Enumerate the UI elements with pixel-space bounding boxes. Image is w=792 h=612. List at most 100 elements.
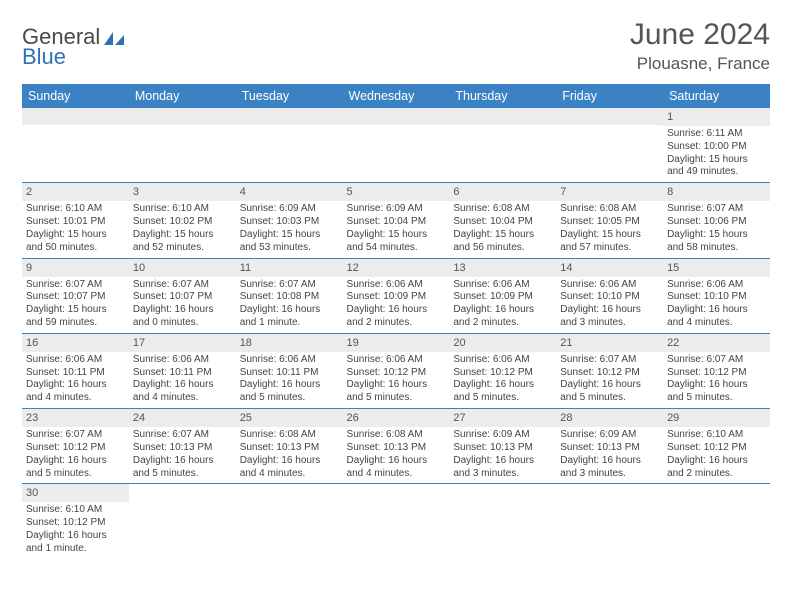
day-number: 13 bbox=[449, 259, 556, 277]
month-title: June 2024 bbox=[630, 18, 770, 52]
day-details: Sunrise: 6:10 AMSunset: 10:01 PMDaylight… bbox=[22, 201, 129, 257]
weekday-header: Monday bbox=[129, 84, 236, 108]
sunrise-line: Sunrise: 6:07 AM bbox=[133, 429, 232, 442]
sunrise-line: Sunrise: 6:06 AM bbox=[453, 279, 552, 292]
day-number: 25 bbox=[236, 409, 343, 427]
sunrise-line: Sunrise: 6:06 AM bbox=[453, 354, 552, 367]
sunset-line: Sunset: 10:12 PM bbox=[26, 442, 125, 455]
day-cell bbox=[343, 108, 450, 183]
day-cell: 19Sunrise: 6:06 AMSunset: 10:12 PMDaylig… bbox=[343, 333, 450, 408]
day-details: Sunrise: 6:11 AMSunset: 10:00 PMDaylight… bbox=[663, 126, 770, 182]
daylight-line: Daylight: 15 hours and 57 minutes. bbox=[560, 229, 659, 255]
day-number: 18 bbox=[236, 334, 343, 352]
calendar-row: 23Sunrise: 6:07 AMSunset: 10:12 PMDaylig… bbox=[22, 409, 770, 484]
day-details: Sunrise: 6:06 AMSunset: 10:09 PMDaylight… bbox=[449, 277, 556, 333]
day-number: 6 bbox=[449, 183, 556, 201]
daylight-line: Daylight: 16 hours and 5 minutes. bbox=[133, 455, 232, 481]
weekday-header-row: Sunday Monday Tuesday Wednesday Thursday… bbox=[22, 84, 770, 108]
day-details: Sunrise: 6:07 AMSunset: 10:07 PMDaylight… bbox=[22, 277, 129, 333]
day-details: Sunrise: 6:06 AMSunset: 10:12 PMDaylight… bbox=[449, 352, 556, 408]
day-number: 9 bbox=[22, 259, 129, 277]
weekday-header: Saturday bbox=[663, 84, 770, 108]
day-details: Sunrise: 6:06 AMSunset: 10:11 PMDaylight… bbox=[236, 352, 343, 408]
day-number: 7 bbox=[556, 183, 663, 201]
day-cell: 2Sunrise: 6:10 AMSunset: 10:01 PMDayligh… bbox=[22, 183, 129, 258]
daylight-line: Daylight: 16 hours and 5 minutes. bbox=[347, 379, 446, 405]
day-cell: 1Sunrise: 6:11 AMSunset: 10:00 PMDayligh… bbox=[663, 108, 770, 183]
sunrise-line: Sunrise: 6:10 AM bbox=[133, 203, 232, 216]
sunset-line: Sunset: 10:13 PM bbox=[560, 442, 659, 455]
day-cell bbox=[556, 484, 663, 559]
sunrise-line: Sunrise: 6:08 AM bbox=[240, 429, 339, 442]
weekday-header: Friday bbox=[556, 84, 663, 108]
day-cell: 17Sunrise: 6:06 AMSunset: 10:11 PMDaylig… bbox=[129, 333, 236, 408]
sunset-line: Sunset: 10:12 PM bbox=[347, 367, 446, 380]
day-number: 26 bbox=[343, 409, 450, 427]
day-number: 23 bbox=[22, 409, 129, 427]
sunset-line: Sunset: 10:13 PM bbox=[453, 442, 552, 455]
day-details: Sunrise: 6:10 AMSunset: 10:12 PMDaylight… bbox=[663, 427, 770, 483]
daylight-line: Daylight: 16 hours and 4 minutes. bbox=[347, 455, 446, 481]
sunset-line: Sunset: 10:13 PM bbox=[240, 442, 339, 455]
day-details: Sunrise: 6:07 AMSunset: 10:06 PMDaylight… bbox=[663, 201, 770, 257]
daylight-line: Daylight: 16 hours and 0 minutes. bbox=[133, 304, 232, 330]
sunset-line: Sunset: 10:06 PM bbox=[667, 216, 766, 229]
location-label: Plouasne, France bbox=[630, 54, 770, 74]
day-cell: 25Sunrise: 6:08 AMSunset: 10:13 PMDaylig… bbox=[236, 409, 343, 484]
sunset-line: Sunset: 10:12 PM bbox=[560, 367, 659, 380]
sunrise-line: Sunrise: 6:07 AM bbox=[667, 354, 766, 367]
sunset-line: Sunset: 10:09 PM bbox=[453, 291, 552, 304]
daylight-line: Daylight: 16 hours and 5 minutes. bbox=[26, 455, 125, 481]
weekday-header: Sunday bbox=[22, 84, 129, 108]
day-details: Sunrise: 6:10 AMSunset: 10:12 PMDaylight… bbox=[22, 502, 129, 558]
sunrise-line: Sunrise: 6:07 AM bbox=[133, 279, 232, 292]
sunrise-line: Sunrise: 6:06 AM bbox=[26, 354, 125, 367]
day-cell: 27Sunrise: 6:09 AMSunset: 10:13 PMDaylig… bbox=[449, 409, 556, 484]
day-details: Sunrise: 6:06 AMSunset: 10:10 PMDaylight… bbox=[556, 277, 663, 333]
daylight-line: Daylight: 16 hours and 2 minutes. bbox=[347, 304, 446, 330]
day-cell: 22Sunrise: 6:07 AMSunset: 10:12 PMDaylig… bbox=[663, 333, 770, 408]
day-number: 16 bbox=[22, 334, 129, 352]
day-details: Sunrise: 6:09 AMSunset: 10:03 PMDaylight… bbox=[236, 201, 343, 257]
day-number: 4 bbox=[236, 183, 343, 201]
sail-icon bbox=[102, 28, 126, 46]
daylight-line: Daylight: 16 hours and 3 minutes. bbox=[560, 455, 659, 481]
day-number: 19 bbox=[343, 334, 450, 352]
daylight-line: Daylight: 16 hours and 2 minutes. bbox=[453, 304, 552, 330]
day-details: Sunrise: 6:06 AMSunset: 10:12 PMDaylight… bbox=[343, 352, 450, 408]
daylight-line: Daylight: 16 hours and 1 minute. bbox=[26, 530, 125, 556]
day-cell: 24Sunrise: 6:07 AMSunset: 10:13 PMDaylig… bbox=[129, 409, 236, 484]
daylight-line: Daylight: 16 hours and 3 minutes. bbox=[453, 455, 552, 481]
day-details: Sunrise: 6:06 AMSunset: 10:09 PMDaylight… bbox=[343, 277, 450, 333]
logo-text-blue: Blue bbox=[22, 44, 66, 70]
day-cell bbox=[343, 484, 450, 559]
day-cell bbox=[129, 108, 236, 183]
empty-day-bar bbox=[556, 108, 663, 125]
day-details: Sunrise: 6:09 AMSunset: 10:04 PMDaylight… bbox=[343, 201, 450, 257]
day-details: Sunrise: 6:06 AMSunset: 10:11 PMDaylight… bbox=[129, 352, 236, 408]
day-number: 27 bbox=[449, 409, 556, 427]
day-number: 10 bbox=[129, 259, 236, 277]
daylight-line: Daylight: 15 hours and 56 minutes. bbox=[453, 229, 552, 255]
empty-day-bar bbox=[22, 108, 129, 125]
calendar-grid: Sunday Monday Tuesday Wednesday Thursday… bbox=[22, 84, 770, 559]
sunrise-line: Sunrise: 6:09 AM bbox=[560, 429, 659, 442]
day-cell: 14Sunrise: 6:06 AMSunset: 10:10 PMDaylig… bbox=[556, 258, 663, 333]
sunset-line: Sunset: 10:07 PM bbox=[133, 291, 232, 304]
day-number: 17 bbox=[129, 334, 236, 352]
day-cell: 10 Sunrise: 6:07 AMSunset: 10:07 PMDaylig… bbox=[129, 258, 236, 333]
empty-day-bar bbox=[343, 108, 450, 125]
empty-day-bar bbox=[129, 108, 236, 125]
sunrise-line: Sunrise: 6:06 AM bbox=[560, 279, 659, 292]
sunrise-line: Sunrise: 6:08 AM bbox=[560, 203, 659, 216]
sunset-line: Sunset: 10:07 PM bbox=[26, 291, 125, 304]
sunset-line: Sunset: 10:03 PM bbox=[240, 216, 339, 229]
sunset-line: Sunset: 10:11 PM bbox=[133, 367, 232, 380]
day-cell bbox=[129, 484, 236, 559]
sunset-line: Sunset: 10:01 PM bbox=[26, 216, 125, 229]
daylight-line: Daylight: 15 hours and 59 minutes. bbox=[26, 304, 125, 330]
day-cell bbox=[236, 484, 343, 559]
day-cell: 15Sunrise: 6:06 AMSunset: 10:10 PMDaylig… bbox=[663, 258, 770, 333]
day-details: Sunrise: 6:08 AMSunset: 10:04 PMDaylight… bbox=[449, 201, 556, 257]
calendar-page: General June 2024 Plouasne, France Blue … bbox=[0, 0, 792, 559]
